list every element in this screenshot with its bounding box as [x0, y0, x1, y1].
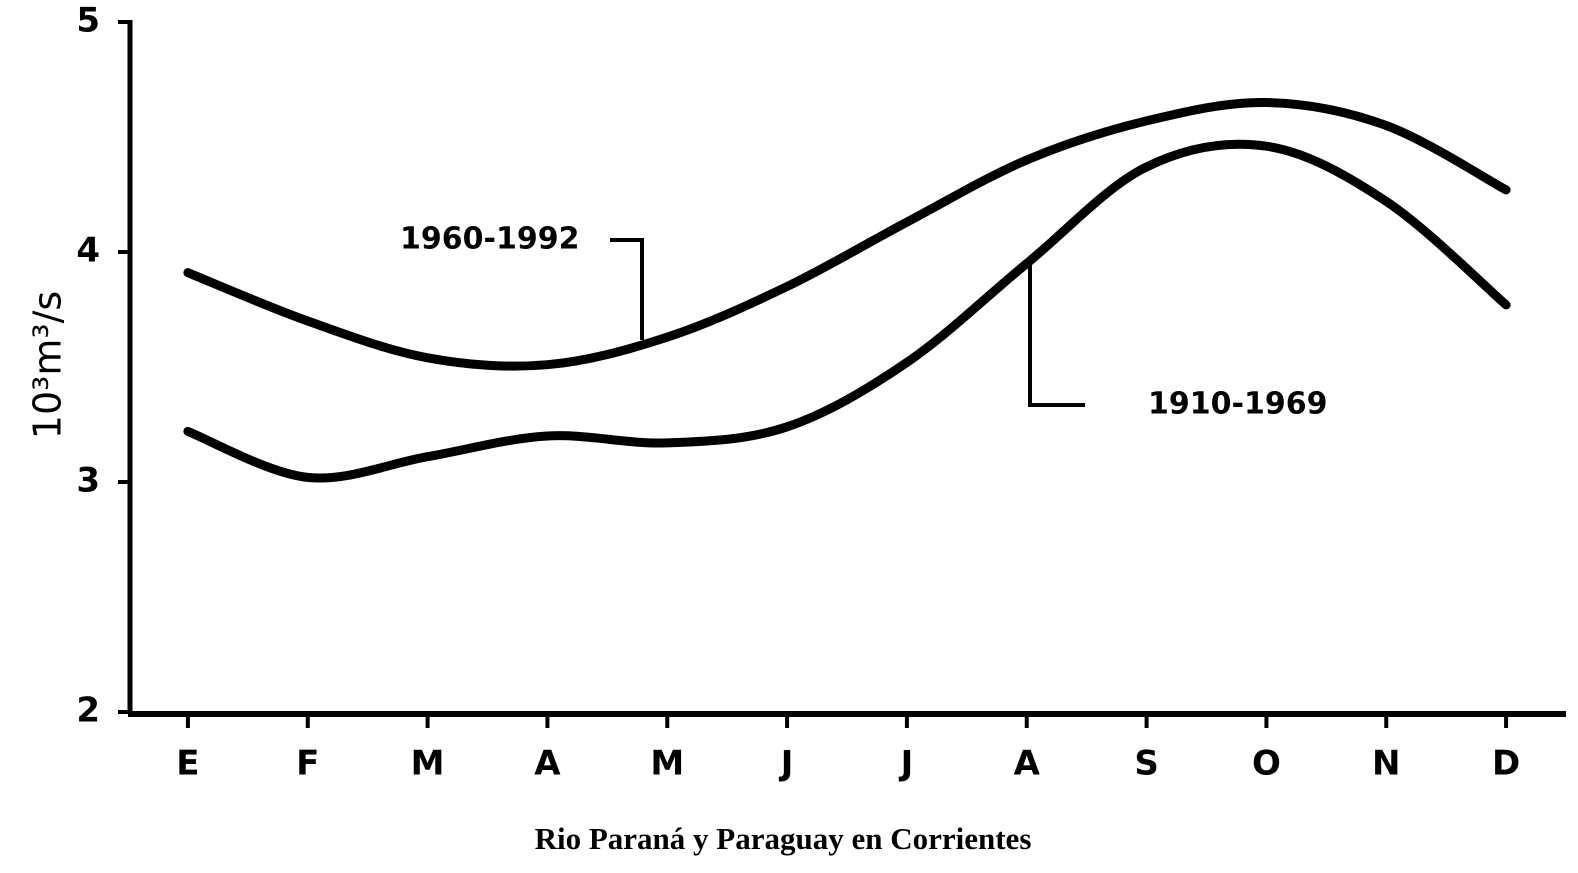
line-series [183, 97, 1511, 371]
x-tick-label: A [534, 744, 561, 784]
annotation: 1910-1969 [1148, 387, 1327, 422]
x-tick-label: M [650, 744, 684, 784]
leader-line [610, 238, 644, 340]
chart-title: Rio Paraná y Paraguay en Corrientes [535, 821, 1032, 856]
y-axis-label: 10³m³/s [26, 291, 70, 439]
x-tick-label: D [1492, 744, 1520, 784]
y-tick-label: 2 [76, 691, 100, 731]
y-tick-label: 4 [76, 231, 100, 271]
line-series [183, 139, 1511, 483]
x-tick-label: J [899, 744, 914, 784]
x-tick-label: F [296, 744, 319, 784]
x-tick-label: S [1134, 744, 1159, 784]
x-tick-label: M [411, 744, 445, 784]
y-tick-label: 3 [76, 461, 100, 501]
x-tick-label: N [1372, 744, 1400, 784]
y-tick-label: 5 [76, 1, 100, 41]
annotation: 1960-1992 [400, 222, 579, 257]
x-tick-label: O [1252, 744, 1281, 784]
x-tick-label: J [779, 744, 794, 784]
x-tick-label: A [1014, 744, 1041, 784]
leader-line [1028, 265, 1085, 407]
x-tick-label: E [176, 744, 199, 784]
